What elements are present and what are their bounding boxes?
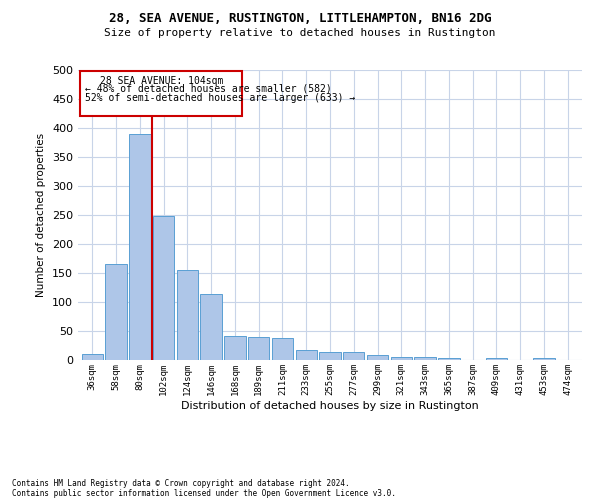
Text: 28 SEA AVENUE: 104sqm: 28 SEA AVENUE: 104sqm [100,76,223,86]
Bar [129,134,151,360]
Bar [343,352,364,360]
Bar [224,336,245,360]
Text: Size of property relative to detached houses in Rustington: Size of property relative to detached ho… [104,28,496,38]
Bar [296,350,317,360]
Bar [248,337,269,360]
Bar [319,352,341,360]
Y-axis label: Number of detached properties: Number of detached properties [37,133,46,297]
Text: 28, SEA AVENUE, RUSTINGTON, LITTLEHAMPTON, BN16 2DG: 28, SEA AVENUE, RUSTINGTON, LITTLEHAMPTO… [109,12,491,26]
Bar [272,338,293,360]
Bar [391,356,412,360]
Bar [200,294,222,360]
Bar [82,354,103,360]
Bar [486,358,507,360]
X-axis label: Distribution of detached houses by size in Rustington: Distribution of detached houses by size … [181,400,479,410]
Text: ← 48% of detached houses are smaller (582): ← 48% of detached houses are smaller (58… [85,84,332,94]
Bar [153,216,174,360]
Bar [106,264,127,360]
Bar [415,357,436,360]
Text: Contains HM Land Registry data © Crown copyright and database right 2024.: Contains HM Land Registry data © Crown c… [12,478,350,488]
Text: Contains public sector information licensed under the Open Government Licence v3: Contains public sector information licen… [12,488,396,498]
Bar [533,358,554,360]
Bar [367,356,388,360]
Text: 52% of semi-detached houses are larger (633) →: 52% of semi-detached houses are larger (… [85,93,355,103]
FancyBboxPatch shape [80,71,242,117]
Bar [176,270,198,360]
Bar [438,358,460,360]
